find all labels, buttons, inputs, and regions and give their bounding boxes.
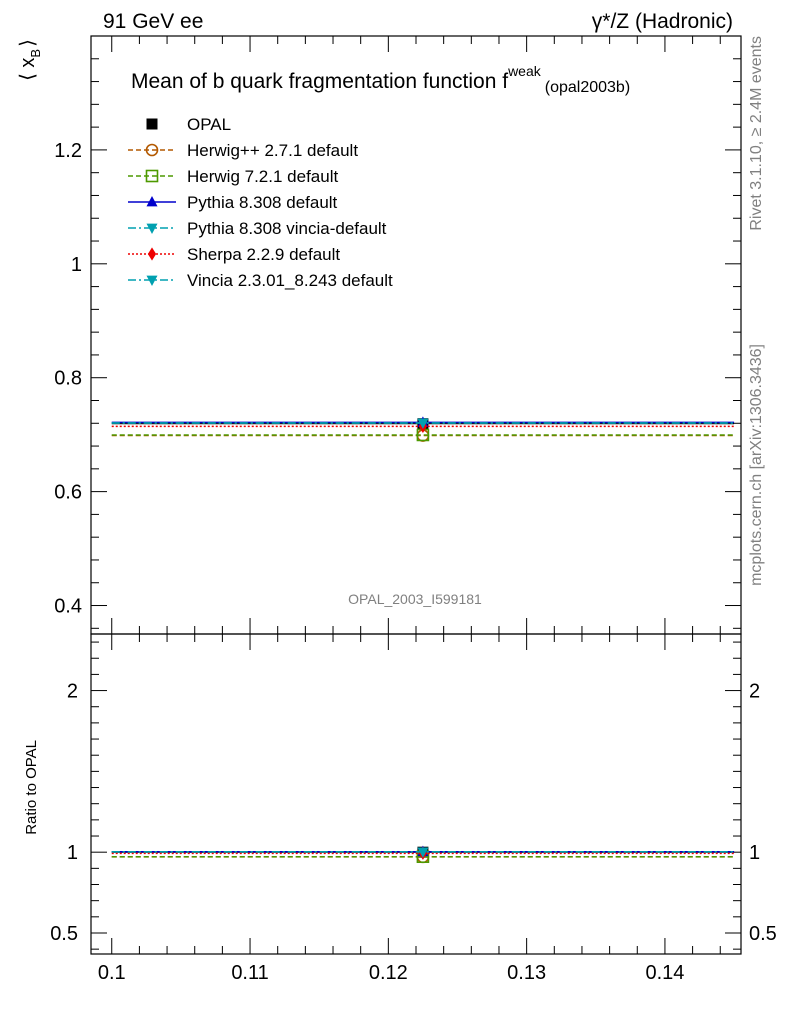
legend-entry: Herwig 7.2.1 default [128,167,338,186]
legend: OPAL Herwig++ 2.7.1 default Herwig 7.2.1 d… [128,115,393,290]
ratio-y-tick-label-right: 1 [749,842,760,864]
legend-marker [146,223,158,235]
series-vincia-2-3-01-8-243-default [111,418,735,430]
legend-label: Herwig++ 2.7.1 default [187,141,358,160]
legend-entry: Sherpa 2.2.9 default [128,245,340,264]
header-energy-label: 91 GeV ee [103,10,203,33]
ratio-y-axis-label: Ratio to OPAL [23,740,40,835]
ratio-y-tick-label-right: 2 [749,681,760,703]
y-tick-label: 0.4 [54,596,82,618]
y-tick-label: 0.8 [54,368,82,390]
y-tick-label: 1.2 [54,140,82,162]
x-tick-label: 0.12 [369,962,408,984]
main-y-axis-label: ⟨ xB⟩ [17,39,43,81]
y-tick-label: 1 [71,254,82,276]
legend-marker [147,247,157,261]
x-tick-label: 0.11 [231,962,268,984]
legend-marker [145,169,159,183]
legend-marker [145,143,159,157]
legend-label: OPAL [187,115,231,134]
ratio-y-tick-label: 0.5 [50,923,78,945]
legend-label: Vincia 2.3.01_8.243 default [187,271,393,290]
header-process-label: γ*/Z (Hadronic) [592,10,733,33]
legend-label: Sherpa 2.2.9 default [187,245,340,264]
ratio-point-marker [417,847,429,858]
legend-label: Pythia 8.308 default [187,193,338,212]
svg-text:⟨ xB⟩: ⟨ xB⟩ [17,39,43,81]
ratio-plot-frame [90,633,742,955]
ratio-y-tick-label: 1 [67,842,78,864]
legend-entry: Herwig++ 2.7.1 default [128,141,358,160]
x-tick-label: 0.1 [98,962,126,984]
legend-marker [146,195,158,207]
ratio-y-tick-label-right: 0.5 [749,923,777,945]
chart-title: Mean of b quark fragmentation function f… [131,63,630,96]
rivet-version-label: Rivet 3.1.10, ≥ 2.4M events [748,36,765,231]
legend-entry: OPAL [146,115,231,134]
legend-label: Herwig 7.2.1 default [187,167,338,186]
legend-marker [146,118,158,130]
analysis-watermark: OPAL_2003_I599181 [348,591,482,607]
x-tick-label: 0.13 [507,962,546,984]
x-tick-label: 0.14 [645,962,684,984]
legend-entry: Pythia 8.308 vincia-default [128,219,387,238]
legend-entry: Pythia 8.308 default [128,193,338,212]
y-tick-label: 0.6 [54,482,82,504]
legend-label: Pythia 8.308 vincia-default [187,219,387,238]
ratio-series-vincia-2-3-01-8-243-default [111,847,735,858]
data-point-marker [417,418,429,430]
legend-marker [146,275,158,287]
legend-entry: Vincia 2.3.01_8.243 default [128,271,393,290]
ratio-y-tick-label: 2 [67,681,78,703]
mcplots-label: mcplots.cern.ch [arXiv:1306.3436] [748,344,765,586]
